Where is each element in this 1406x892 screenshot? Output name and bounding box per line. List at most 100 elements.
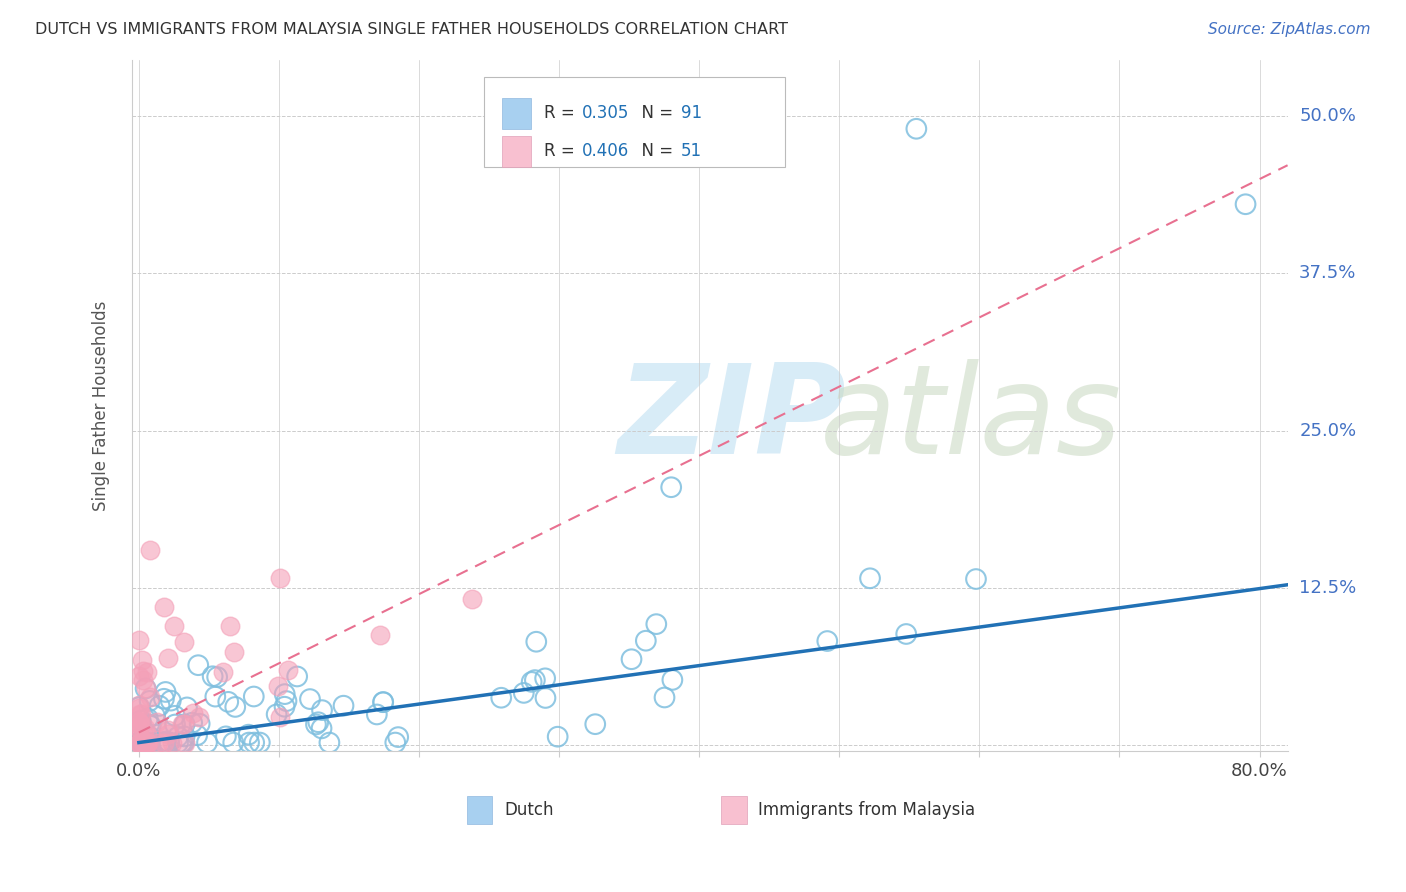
Point <box>318 735 340 749</box>
Text: Immigrants from Malaysia: Immigrants from Malaysia <box>758 801 976 819</box>
Point <box>135 681 157 696</box>
Point <box>583 717 606 731</box>
Point <box>523 673 546 687</box>
Point <box>170 735 193 749</box>
Point <box>139 730 162 744</box>
Point <box>371 695 394 709</box>
Point <box>128 716 150 731</box>
Point <box>269 571 291 585</box>
Point <box>128 698 150 712</box>
Point <box>238 735 260 749</box>
Point <box>138 717 160 731</box>
Point <box>139 690 162 704</box>
Point <box>132 735 155 749</box>
Point <box>157 723 180 738</box>
Point <box>146 715 169 730</box>
Point <box>181 715 204 730</box>
Point <box>311 703 333 717</box>
Point <box>134 721 156 735</box>
Point <box>157 650 180 665</box>
Point <box>520 674 543 689</box>
Point <box>129 706 152 721</box>
Text: 0.305: 0.305 <box>582 104 628 122</box>
Point <box>524 634 547 648</box>
Point <box>965 572 987 586</box>
Point <box>195 735 218 749</box>
Point <box>238 728 260 742</box>
Point <box>277 663 299 677</box>
Text: 0.406: 0.406 <box>582 142 628 161</box>
Point <box>136 712 159 726</box>
Point <box>128 721 150 735</box>
Point <box>461 591 484 606</box>
Point <box>129 735 152 749</box>
Point <box>128 700 150 714</box>
Text: 91: 91 <box>681 104 702 122</box>
Text: Source: ZipAtlas.com: Source: ZipAtlas.com <box>1208 22 1371 37</box>
Point <box>155 735 177 749</box>
Point <box>134 728 156 742</box>
Point <box>153 735 176 749</box>
Text: DUTCH VS IMMIGRANTS FROM MALAYSIA SINGLE FATHER HOUSEHOLDS CORRELATION CHART: DUTCH VS IMMIGRANTS FROM MALAYSIA SINGLE… <box>35 22 789 37</box>
Point <box>128 714 150 729</box>
Point <box>128 707 150 722</box>
Point <box>159 693 181 707</box>
Point <box>173 735 195 749</box>
Point <box>311 722 333 736</box>
Text: R =: R = <box>544 104 581 122</box>
Point <box>132 735 155 749</box>
Point <box>165 717 187 731</box>
Point <box>204 690 226 704</box>
Text: 37.5%: 37.5% <box>1299 264 1357 283</box>
Text: ZIP: ZIP <box>617 359 846 480</box>
Point <box>266 707 288 722</box>
Point <box>187 710 209 724</box>
Point <box>131 735 153 749</box>
Point <box>267 679 290 693</box>
Bar <box>721 797 747 824</box>
Point <box>174 735 197 749</box>
Point <box>163 708 186 723</box>
Point <box>659 480 682 494</box>
Point <box>366 707 388 722</box>
Point <box>205 670 228 684</box>
Point <box>139 719 162 733</box>
Point <box>135 735 157 749</box>
Point <box>153 599 176 614</box>
Point <box>128 735 150 749</box>
Point <box>373 695 395 709</box>
Point <box>489 690 512 705</box>
Text: 25.0%: 25.0% <box>1299 422 1357 440</box>
Point <box>654 690 676 705</box>
Point <box>128 735 150 749</box>
Text: 12.5%: 12.5% <box>1299 579 1357 597</box>
Point <box>148 735 170 749</box>
Point <box>224 700 246 714</box>
Point <box>285 669 308 683</box>
Point <box>128 735 150 749</box>
Text: Dutch: Dutch <box>503 801 554 819</box>
Point <box>128 719 150 733</box>
Point <box>173 635 195 649</box>
Text: atlas: atlas <box>820 359 1122 480</box>
Point <box>269 710 291 724</box>
Point <box>243 735 266 749</box>
Point <box>170 717 193 731</box>
Point <box>188 716 211 731</box>
Point <box>160 735 183 749</box>
Point <box>128 700 150 714</box>
Point <box>150 735 173 749</box>
Point <box>298 692 321 706</box>
Bar <box>502 97 530 128</box>
Point <box>148 698 170 713</box>
Point <box>243 690 266 704</box>
Point <box>815 634 838 648</box>
Point <box>139 735 162 749</box>
Point <box>181 706 204 720</box>
Point <box>139 543 162 558</box>
Point <box>547 730 569 744</box>
Point <box>186 728 208 742</box>
Point <box>128 669 150 683</box>
Point <box>129 735 152 749</box>
Point <box>273 699 295 714</box>
